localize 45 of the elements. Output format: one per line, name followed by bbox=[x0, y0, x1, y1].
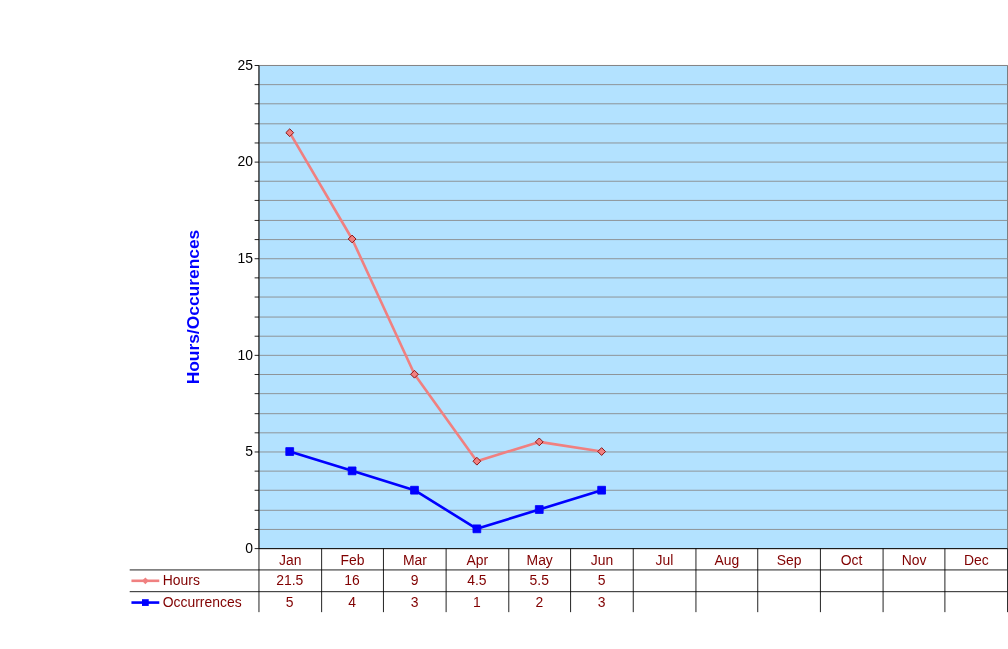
data-label: 16 bbox=[344, 572, 361, 589]
legend-label: Occurrences bbox=[162, 593, 242, 610]
y-tick-label: 20 bbox=[237, 153, 254, 170]
data-label: 3 bbox=[597, 593, 606, 610]
point bbox=[347, 234, 357, 244]
point bbox=[472, 524, 482, 534]
y-tick-label: 5 bbox=[245, 443, 254, 460]
data-label: 2 bbox=[535, 593, 544, 610]
point bbox=[472, 456, 482, 466]
point bbox=[410, 485, 419, 495]
data-label: 5 bbox=[597, 572, 606, 589]
point bbox=[410, 369, 419, 379]
point bbox=[597, 485, 606, 495]
point bbox=[285, 447, 295, 456]
legend-label: Hours bbox=[162, 572, 200, 589]
data-label: 1 bbox=[473, 593, 481, 610]
y-axis-title: Hours/Occurences bbox=[183, 229, 204, 385]
y-tick-label: 10 bbox=[237, 346, 254, 363]
data-label: 4.5 bbox=[467, 572, 487, 589]
data-label: 9 bbox=[410, 572, 419, 589]
point bbox=[534, 505, 544, 514]
x-tick-label: Sep bbox=[776, 552, 802, 569]
point bbox=[347, 466, 357, 476]
x-tick-label: May bbox=[526, 552, 553, 569]
x-tick-label: Jun bbox=[590, 552, 614, 569]
x-tick-label: Feb bbox=[340, 552, 365, 569]
y-tick-label: 0 bbox=[245, 539, 254, 556]
x-tick-label: Apr bbox=[466, 552, 489, 569]
x-tick-label: Jan bbox=[278, 552, 302, 569]
point bbox=[285, 128, 295, 138]
x-tick-label: Dec bbox=[964, 552, 989, 569]
data-label: 21.5 bbox=[276, 572, 304, 589]
point bbox=[534, 437, 544, 447]
point bbox=[597, 447, 606, 456]
x-tick-label: Aug bbox=[714, 552, 740, 569]
x-tick-label: Oct bbox=[840, 552, 863, 569]
x-tick-label: Nov bbox=[901, 552, 927, 569]
data-label: 5.5 bbox=[529, 572, 550, 589]
x-tick-label: Jul bbox=[655, 552, 674, 569]
data-label: 5 bbox=[285, 593, 294, 610]
x-tick-label: Mar bbox=[402, 552, 428, 569]
data-label: 3 bbox=[410, 593, 419, 610]
data-label: 4 bbox=[348, 593, 357, 610]
y-tick-label: 15 bbox=[237, 250, 254, 267]
y-tick-label: 25 bbox=[237, 56, 254, 73]
